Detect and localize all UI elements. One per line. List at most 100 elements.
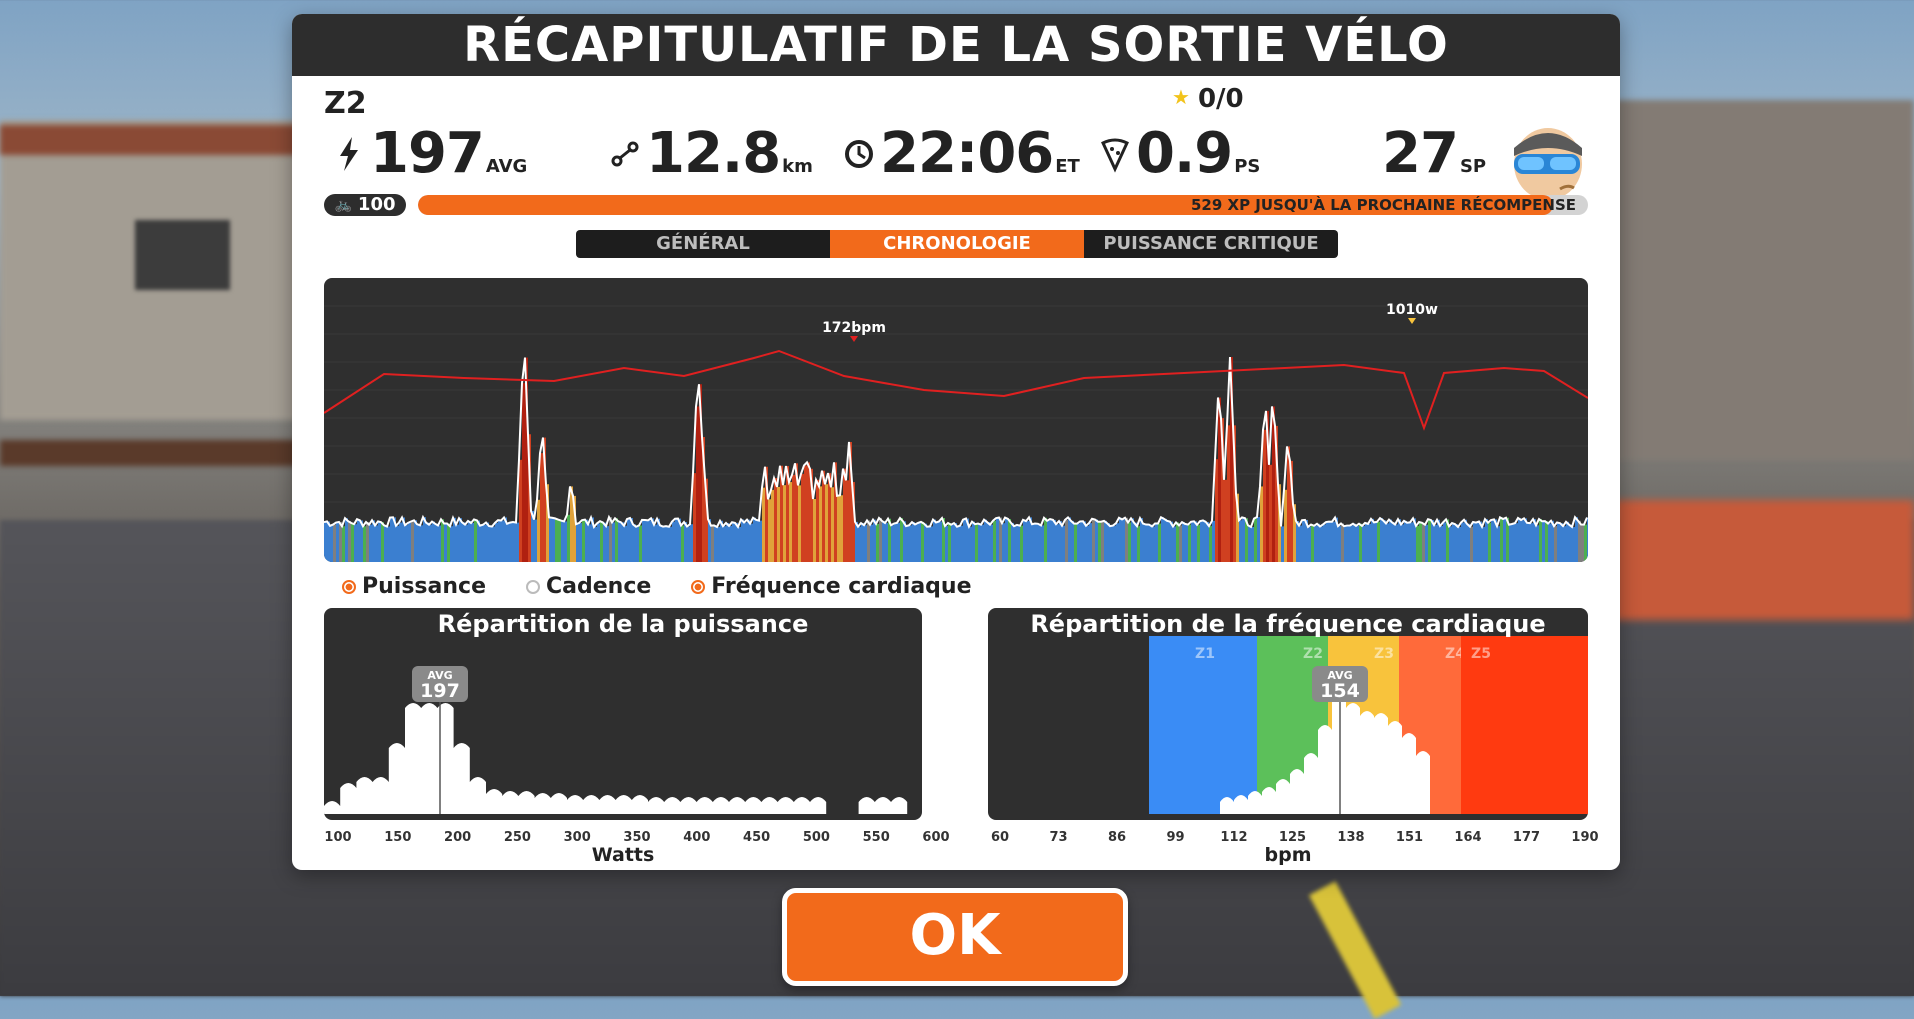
ok-button[interactable]: OK [782, 888, 1128, 986]
power-bar [795, 463, 798, 562]
power-bar [1536, 525, 1539, 562]
axis-tick-label: 200 [444, 830, 472, 845]
power-bar [888, 518, 891, 562]
power-bar [1026, 521, 1029, 562]
power-bar [855, 521, 858, 562]
power-bar [1557, 522, 1560, 562]
power-bar [333, 524, 336, 562]
power-bar [1482, 526, 1485, 562]
heart-rate-line [324, 349, 1588, 431]
power-bar [660, 525, 663, 562]
page-title: RÉCAPITULATIF DE LA SORTIE VÉLO [292, 14, 1620, 76]
power-bar [903, 521, 906, 562]
power-bar [885, 523, 888, 562]
power-bar [645, 520, 648, 562]
power-bar [453, 517, 456, 562]
axis-tick-label: 138 [1337, 830, 1365, 845]
power-bar [1443, 522, 1446, 562]
power-bar [1266, 410, 1269, 562]
power-bar [762, 487, 765, 562]
power-bar [1446, 519, 1449, 562]
power-bar [786, 466, 789, 562]
tab-critical-power[interactable]: PUISSANCE CRITIQUE [1084, 230, 1338, 258]
power-bar [978, 523, 981, 562]
power-bar [1362, 525, 1365, 562]
power-bar [1311, 524, 1314, 562]
power-bar [516, 522, 519, 562]
axis-tick-label: 250 [503, 830, 531, 845]
power-bar [354, 524, 357, 562]
power-bar [1320, 526, 1323, 562]
power-bar [1260, 486, 1263, 562]
legend-cadence-radio[interactable] [526, 579, 540, 594]
timeline-chart: 172bpm 1010w [324, 278, 1588, 562]
power-bar [1041, 525, 1044, 562]
power-bar [1500, 517, 1503, 562]
power-bar [1491, 519, 1494, 562]
power-bar [402, 517, 405, 562]
power-bar [1464, 519, 1467, 562]
power-bar [756, 519, 759, 562]
power-bar [1140, 518, 1143, 562]
heart-rate-distribution-xlabel: bpm [1264, 844, 1312, 866]
power-bar [630, 518, 633, 562]
power-bar [663, 526, 666, 562]
power-bar [651, 518, 654, 562]
power-bar [1365, 522, 1368, 562]
power-bar [444, 523, 447, 562]
hr-zone-label: Z5 [1471, 646, 1491, 662]
legend-power-radio[interactable] [342, 579, 356, 594]
power-bar [720, 520, 723, 562]
power-bar [975, 524, 978, 562]
tab-general[interactable]: GÉNÉRAL [576, 230, 830, 258]
power-bar [1269, 464, 1272, 562]
heart-rate-peak-marker [850, 336, 858, 342]
power-bar [495, 522, 498, 562]
power-bar [1233, 425, 1236, 562]
power-bar [1047, 520, 1050, 562]
power-bar [366, 522, 369, 562]
axis-tick-label: 99 [1166, 830, 1185, 845]
power-bar [1215, 459, 1218, 562]
power-bar [939, 521, 942, 562]
power-bar [900, 518, 903, 562]
legend-heart-rate-radio[interactable] [691, 579, 706, 594]
power-bar [1077, 523, 1080, 562]
legend-cadence-toggle[interactable]: Cadence [526, 574, 651, 599]
power-bar [990, 524, 993, 562]
avg-power-value: 197 [370, 121, 485, 186]
power-bar [1032, 524, 1035, 562]
power-bar [1326, 522, 1329, 562]
xp-remaining-text: 529 XP JUSQU'À LA PROCHAINE RÉCOMPENSE [1190, 196, 1576, 214]
distance-unit: km [782, 156, 813, 177]
power-bar [339, 521, 342, 562]
power-bar [588, 524, 591, 562]
legend-heart-rate-toggle[interactable]: Fréquence cardiaque [691, 574, 972, 599]
power-bar [417, 524, 420, 562]
power-bar [1137, 526, 1140, 562]
legend-power-toggle[interactable]: Puissance [342, 574, 486, 599]
power-bar [1179, 525, 1182, 562]
tab-timeline[interactable]: CHRONOLOGIE [830, 230, 1084, 258]
power-bar [1038, 523, 1041, 562]
power-bar [1371, 518, 1374, 562]
power-bar [1389, 519, 1392, 562]
axis-tick-label: 450 [743, 830, 771, 845]
power-bar [522, 383, 525, 562]
summary-tabs: GÉNÉRAL CHRONOLOGIE PUISSANCE CRITIQUE [576, 230, 1338, 258]
power-bar [798, 485, 801, 562]
axis-tick-label: 125 [1278, 830, 1307, 845]
power-bar [390, 517, 393, 562]
power-bar [1374, 522, 1377, 562]
hr-avg-label: AVG [1327, 669, 1352, 682]
power-bar [1251, 526, 1254, 562]
power-bar [1116, 523, 1119, 562]
power-bar [942, 517, 945, 562]
power-bar [948, 522, 951, 562]
distance-value: 12.8 [646, 121, 781, 186]
power-bar [357, 519, 360, 562]
power-bar [1569, 524, 1572, 562]
power-bar [972, 521, 975, 562]
power-bar [909, 525, 912, 562]
